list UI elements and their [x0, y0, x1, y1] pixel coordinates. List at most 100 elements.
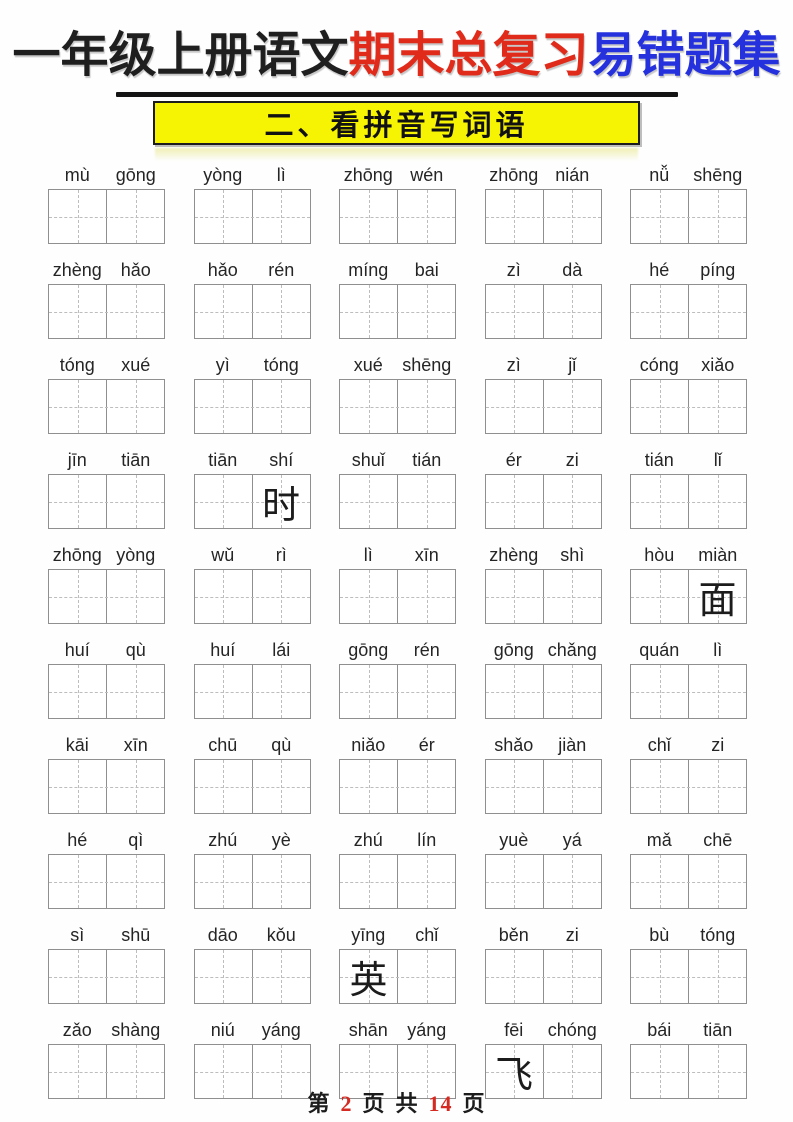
pinyin-syllable: bù	[649, 925, 670, 945]
pinyin-label: lì xīn	[339, 542, 456, 566]
pinyin-syllable: míng	[348, 260, 389, 280]
footer-text: 页	[462, 1091, 486, 1116]
word-group: hòu miàn 面	[630, 542, 747, 624]
grid-cell	[397, 190, 455, 243]
handwritten-character: 英	[349, 958, 388, 1002]
pinyin-syllable: shū	[121, 925, 151, 945]
grid-cell	[251, 665, 310, 718]
writing-grid	[339, 284, 456, 339]
pinyin-syllable: zhú	[353, 830, 383, 850]
word-row: kāi xīn chū qù niǎo ér shǎo jiàn chǐ zi	[48, 732, 747, 814]
grid-cell	[49, 855, 106, 908]
writing-grid	[630, 189, 747, 244]
pinyin-label: yòng lì	[194, 162, 311, 186]
pinyin-label: zì dà	[485, 257, 602, 281]
grid-cell: 面	[688, 570, 746, 623]
pinyin-label: ér zi	[485, 447, 602, 471]
pinyin-syllable: niǎo	[351, 735, 386, 755]
pinyin-syllable: chóng	[547, 1020, 597, 1040]
grid-cell	[397, 855, 455, 908]
grid-cell	[486, 380, 543, 433]
grid-cell	[106, 380, 164, 433]
pinyin-syllable: jiàn	[558, 735, 587, 755]
grid-cell	[49, 760, 106, 813]
grid-cell	[688, 380, 746, 433]
pinyin-syllable: hǎo	[120, 260, 151, 280]
grid-cell	[195, 475, 252, 528]
pinyin-syllable: shàng	[111, 1020, 161, 1040]
grid-cell	[688, 190, 746, 243]
writing-grid	[484, 569, 602, 624]
writing-grid	[484, 284, 602, 339]
pinyin-syllable: rén	[268, 260, 295, 280]
title-segment: 期末总复习	[348, 29, 589, 82]
pinyin-syllable: gōng	[493, 640, 534, 660]
grid-cell	[688, 855, 746, 908]
grid-cell	[195, 855, 252, 908]
word-group: xué shēng	[339, 352, 456, 434]
writing-grid	[48, 474, 165, 529]
pinyin-syllable: lín	[417, 830, 437, 850]
pinyin-syllable: dà	[562, 260, 583, 280]
pinyin-label: tiān shí	[194, 447, 311, 471]
pinyin-syllable: zi	[565, 450, 579, 470]
section-heading: 二、看拼音写词语	[264, 110, 529, 143]
pinyin-syllable: shēng	[693, 165, 743, 185]
pinyin-syllable: yè	[271, 830, 291, 850]
grid-cell	[542, 285, 601, 338]
pinyin-syllable: fēi	[504, 1020, 524, 1040]
pinyin-label: chū qù	[194, 732, 311, 756]
word-group: míng bai	[339, 257, 456, 339]
pinyin-label: bái tiān	[630, 1017, 747, 1041]
grid-cell	[195, 570, 252, 623]
word-group: yuè yá	[484, 827, 602, 909]
word-group: yòng lì	[193, 162, 311, 244]
pinyin-syllable: tóng	[700, 925, 736, 945]
pinyin-syllable: jǐ	[568, 355, 577, 375]
writing-grid	[193, 379, 311, 434]
pinyin-label: bù tóng	[630, 922, 747, 946]
pinyin-label: yuè yá	[485, 827, 602, 851]
word-group: ér zi	[484, 447, 602, 529]
pinyin-label: cóng xiǎo	[630, 352, 747, 376]
pinyin-syllable: shí	[269, 450, 294, 470]
writing-grid	[48, 1044, 165, 1099]
writing-grid	[193, 949, 311, 1004]
pinyin-syllable: xiǎo	[701, 355, 735, 375]
grid-cell	[251, 855, 310, 908]
word-row: zǎo shàng niú yáng shān yáng fēi chóng 飞 bái tiān	[48, 1017, 747, 1099]
pinyin-label: zhōng wén	[339, 162, 456, 186]
pinyin-syllable: lì	[363, 545, 373, 565]
pinyin-syllable: zì	[506, 355, 521, 375]
pinyin-label: shuǐ tián	[339, 447, 456, 471]
grid-cell	[542, 665, 601, 718]
pinyin-label: xué shēng	[339, 352, 456, 376]
grid-cell	[486, 475, 543, 528]
grid-cell	[106, 665, 164, 718]
writing-grid	[339, 379, 456, 434]
pinyin-syllable: qù	[125, 640, 146, 660]
pinyin-syllable: yá	[562, 830, 582, 850]
pinyin-syllable: nián	[555, 165, 590, 185]
word-group: zhōng nián	[484, 162, 602, 244]
pinyin-syllable: kǒu	[266, 925, 296, 945]
word-group: dāo kǒu	[193, 922, 311, 1004]
word-group: tóng xué	[48, 352, 165, 434]
writing-grid	[48, 379, 165, 434]
pinyin-syllable: ér	[505, 450, 522, 470]
pinyin-syllable: lì	[713, 640, 723, 660]
pinyin-label: quán lì	[630, 637, 747, 661]
grid-cell	[340, 475, 397, 528]
word-row: tóng xué yì tóng xué shēng zì jǐ cóng xiǎo	[48, 352, 747, 434]
pinyin-syllable: qù	[271, 735, 292, 755]
pinyin-syllable: běn	[498, 925, 529, 945]
grid-cell: 英	[340, 950, 397, 1003]
word-group: zì jǐ	[484, 352, 602, 434]
grid-cell	[49, 190, 106, 243]
grid-cell	[486, 570, 543, 623]
word-group: nǚ shēng	[630, 162, 747, 244]
word-group: zhōng wén	[339, 162, 456, 244]
writing-grid	[484, 854, 602, 909]
writing-grid	[484, 379, 602, 434]
pinyin-label: hé píng	[630, 257, 747, 281]
